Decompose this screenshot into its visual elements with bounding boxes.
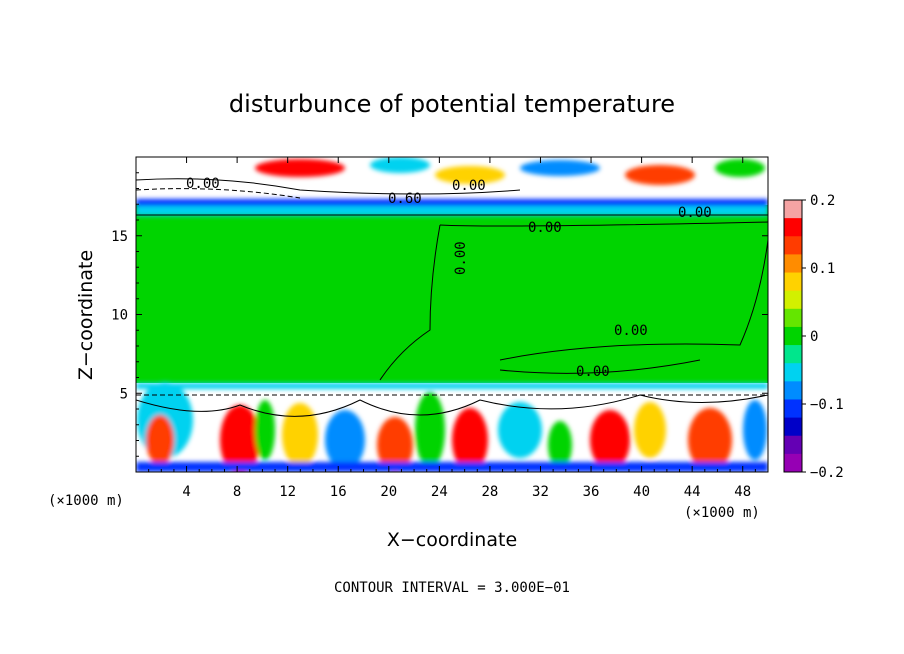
colorbar-tick-label: 0.2 — [810, 193, 835, 209]
y-axis: 5 10 15 — [111, 172, 768, 457]
x-tick-label: 44 — [684, 484, 701, 500]
colorbar-swatch — [784, 435, 802, 455]
contour-interval-text: CONTOUR INTERVAL = 3.000E−01 — [334, 580, 570, 596]
x-tick-label: 20 — [380, 484, 397, 500]
colorbar-swatch — [784, 326, 802, 346]
x-tick-label: 28 — [481, 484, 498, 500]
colorbar-swatch — [784, 236, 802, 255]
colorbar-swatch — [784, 290, 802, 310]
contour-label: 0.00 — [452, 178, 486, 194]
contour-label: 0.00 — [528, 220, 562, 236]
colorbar-tick-label: −0.1 — [810, 397, 844, 413]
x-tick-label: 36 — [583, 484, 600, 500]
x-tick-label: 12 — [279, 484, 296, 500]
colorbar-swatch — [784, 308, 802, 328]
x-axis-title: X−coordinate — [387, 529, 517, 551]
x-tick-label: 8 — [233, 484, 241, 500]
colorbar-tick-label: 0 — [810, 329, 818, 345]
x-tick-label: 32 — [532, 484, 549, 500]
contour-label: 0.00 — [453, 241, 469, 275]
x-tick-label: 40 — [633, 484, 650, 500]
y-axis-title: Z−coordinate — [75, 250, 97, 380]
y-tick-label: 10 — [111, 308, 128, 324]
contour-label-group: 0.00 0.60 0.00 0.00 0.00 0.00 0.00 0.00 — [186, 176, 712, 380]
y-tick-label: 5 — [120, 386, 128, 402]
colorbar-swatch — [784, 345, 802, 364]
contour-label: 0.00 — [186, 176, 220, 192]
chart-title: disturbunce of potential temperature — [229, 90, 675, 118]
contour-label: 0.00 — [614, 323, 648, 339]
colorbar-swatch — [784, 381, 802, 400]
x-tick-label: 4 — [182, 484, 190, 500]
contour-lines — [136, 178, 768, 417]
colorbar-tick-label: 0.1 — [810, 261, 835, 277]
colorbar-swatch — [784, 218, 802, 237]
x-tick-label: 16 — [330, 484, 347, 500]
contour-label: 0.00 — [678, 205, 712, 221]
x-axis: 4 8 12 16 20 24 28 32 36 40 44 48 — [148, 157, 756, 500]
lower-band-features — [136, 382, 768, 472]
contour-label: 0.00 — [576, 364, 610, 380]
colorbar-swatch — [784, 200, 802, 219]
colorbar-swatch — [784, 272, 802, 292]
x-tick-label: 24 — [431, 484, 448, 500]
x-unit-label-right: (×1000 m) — [684, 505, 760, 521]
colorbar-swatch — [784, 363, 802, 382]
colorbar: 0.2 0.1 0 −0.1 −0.2 — [783, 193, 844, 481]
upper-band-features — [136, 157, 768, 216]
x-unit-label-left: (×1000 m) — [48, 493, 124, 509]
colorbar-swatch — [784, 399, 802, 419]
colorbar-tick-label: −0.2 — [810, 465, 844, 481]
colorbar-swatch — [784, 254, 802, 274]
plot-area: 0.00 0.60 0.00 0.00 0.00 0.00 0.00 0.00 — [136, 157, 768, 472]
colorbar-swatch — [784, 453, 802, 473]
colorbar-swatch — [784, 417, 802, 437]
x-tick-label: 48 — [734, 484, 751, 500]
contour-label: 0.60 — [388, 191, 422, 207]
y-tick-label: 15 — [111, 229, 128, 245]
